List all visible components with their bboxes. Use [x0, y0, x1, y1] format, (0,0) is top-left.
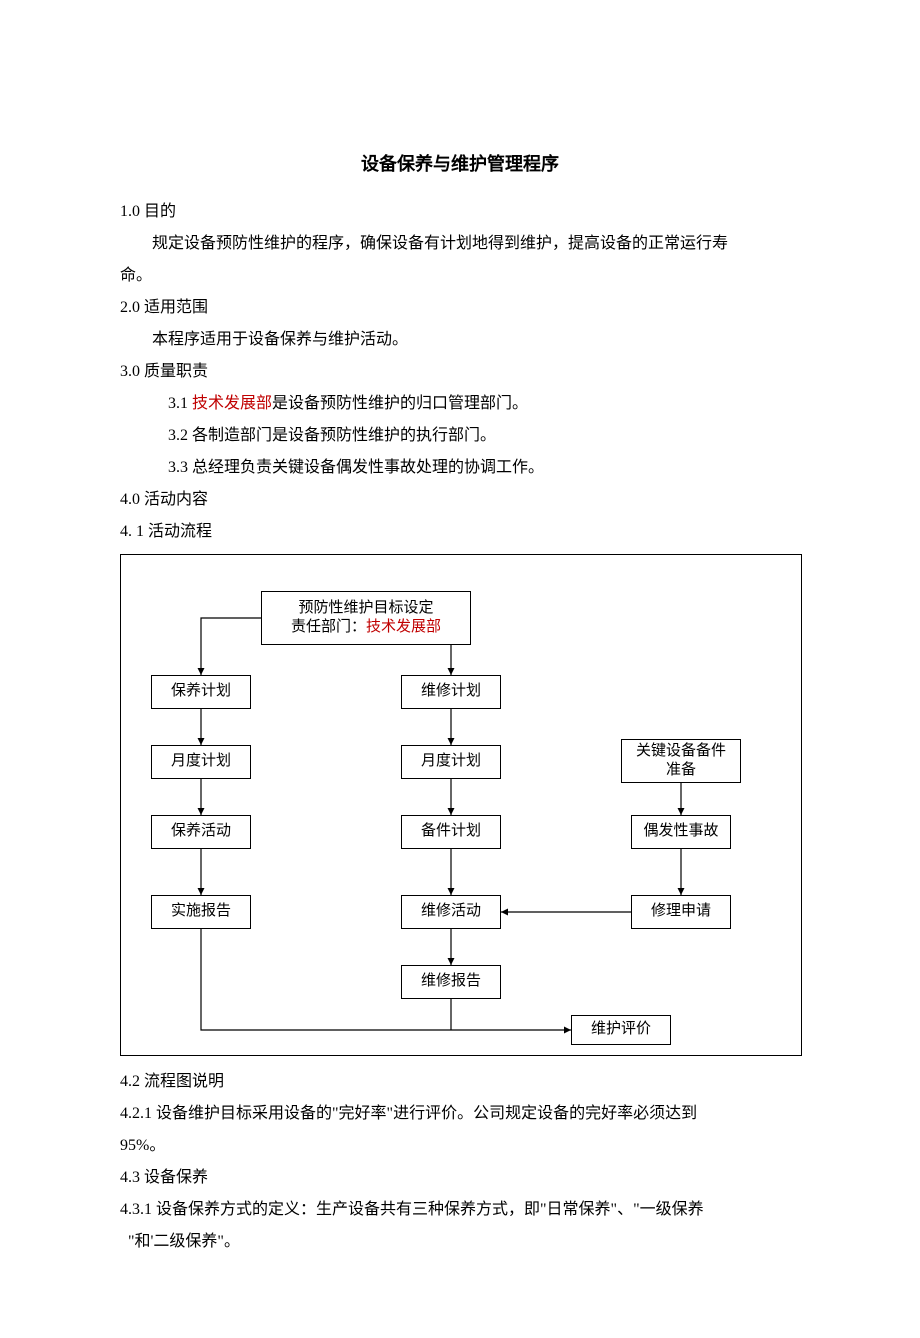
section-4-3-1b: "和'二级保养"。	[120, 1226, 800, 1258]
section-4-1: 4. 1 活动流程	[120, 516, 800, 548]
section-3-header: 3.0 质量职责	[120, 356, 800, 388]
flow-node-c2: 偶发性事故	[631, 815, 731, 849]
section-2-body: 本程序适用于设备保养与维护活动。	[120, 324, 800, 356]
section-1-body-l2: 命。	[120, 260, 800, 292]
document-page: 设备保养与维护管理程序 1.0 目的 规定设备预防性维护的程序，确保设备有计划地…	[0, 0, 920, 1338]
section-3-1-prefix: 3.1	[168, 395, 192, 412]
section-4-2-1a: 4.2.1 设备维护目标采用设备的"完好率"进行评价。公司规定设备的完好率必须达…	[120, 1098, 800, 1130]
section-4-3: 4.3 设备保养	[120, 1162, 800, 1194]
flow-node-c3: 修理申请	[631, 895, 731, 929]
section-1-header: 1.0 目的	[120, 196, 800, 228]
section-1-body-l1: 规定设备预防性维护的程序，确保设备有计划地得到维护，提高设备的正常运行寿	[120, 228, 800, 260]
flow-node-b1: 维修计划	[401, 675, 501, 709]
flow-node-a3: 保养活动	[151, 815, 251, 849]
flow-node-eval: 维护评价	[571, 1015, 671, 1045]
flow-edge-top_left	[201, 618, 261, 675]
flow-node-a2: 月度计划	[151, 745, 251, 779]
section-2-header: 2.0 适用范围	[120, 292, 800, 324]
section-4-2: 4.2 流程图说明	[120, 1066, 800, 1098]
section-4-2-1b: 95%。	[120, 1130, 800, 1162]
section-3-1-rest: 是设备预防性维护的归口管理部门。	[272, 395, 528, 412]
section-4-header: 4.0 活动内容	[120, 484, 800, 516]
flow-node-top: 预防性维护目标设定责任部门：技术发展部	[261, 591, 471, 645]
flowchart-container: 预防性维护目标设定责任部门：技术发展部保养计划月度计划保养活动实施报告 维修计划月…	[120, 554, 802, 1056]
flow-node-b4: 维修活动	[401, 895, 501, 929]
flow-node-b2: 月度计划	[401, 745, 501, 779]
flow-node-b5: 维修报告	[401, 965, 501, 999]
section-3-1-red: 技术发展部	[192, 395, 272, 412]
section-3-3: 3.3 总经理负责关键设备偶发性事故处理的协调工作。	[120, 452, 800, 484]
flow-node-b3: 备件计划	[401, 815, 501, 849]
flow-edge-a4-eval	[201, 929, 571, 1030]
section-3-2: 3.2 各制造部门是设备预防性维护的执行部门。	[120, 420, 800, 452]
section-3-1: 3.1 技术发展部是设备预防性维护的归口管理部门。	[120, 388, 800, 420]
flow-node-a4: 实施报告	[151, 895, 251, 929]
flow-node-a1: 保养计划	[151, 675, 251, 709]
flow-node-c1: 关键设备备件 准备	[621, 739, 741, 783]
section-4-3-1a: 4.3.1 设备保养方式的定义：生产设备共有三种保养方式，即"日常保养"、"一级…	[120, 1194, 800, 1226]
page-title: 设备保养与维护管理程序	[120, 150, 800, 176]
